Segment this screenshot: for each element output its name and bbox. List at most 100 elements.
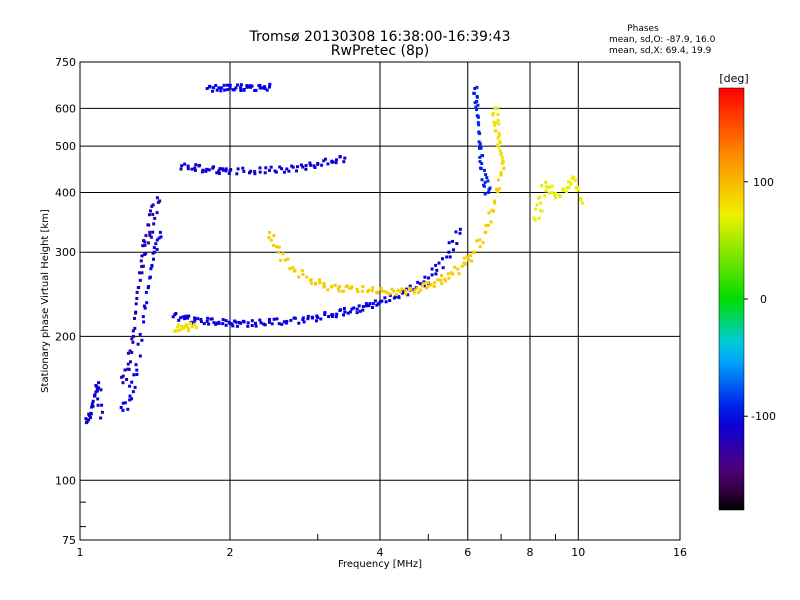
data-point <box>272 234 276 238</box>
data-point <box>497 122 501 126</box>
phase-box-x-line: mean, sd,X: 69.4, 19.9 <box>609 46 712 56</box>
data-point <box>565 185 569 189</box>
data-point <box>331 160 335 164</box>
data-point <box>375 303 379 307</box>
data-point <box>224 169 228 173</box>
data-point <box>263 171 267 175</box>
data-point <box>399 290 403 294</box>
data-point <box>212 86 216 90</box>
data-point <box>413 288 417 292</box>
data-point <box>217 86 221 90</box>
data-point <box>497 178 500 182</box>
data-point <box>309 163 313 167</box>
x-tick-label: 4 <box>377 546 384 559</box>
grid-lines <box>80 62 680 540</box>
data-point <box>222 83 226 87</box>
data-point <box>265 88 269 92</box>
data-point <box>408 284 412 288</box>
data-point <box>574 186 578 190</box>
data-point <box>460 264 464 268</box>
data-point <box>491 112 495 116</box>
data-point <box>440 282 444 286</box>
data-point <box>483 168 486 172</box>
data-point <box>258 318 262 322</box>
data-point <box>217 171 221 175</box>
data-point <box>378 300 382 304</box>
data-point <box>125 378 129 381</box>
data-point <box>326 162 330 166</box>
data-point <box>282 320 286 324</box>
data-point <box>367 304 371 308</box>
data-point <box>330 284 334 288</box>
data-point <box>422 284 426 288</box>
data-point <box>277 245 281 249</box>
data-point <box>342 307 346 310</box>
data-point <box>500 156 504 160</box>
data-point <box>487 223 490 227</box>
data-point <box>352 306 356 310</box>
data-point <box>484 230 488 234</box>
data-point <box>416 280 420 284</box>
data-point <box>350 285 354 289</box>
data-point <box>309 278 313 282</box>
data-point <box>380 299 384 303</box>
data-point <box>473 87 477 90</box>
data-point <box>540 184 544 188</box>
data-point <box>227 172 231 175</box>
data-point <box>479 146 483 150</box>
data-point <box>371 302 375 306</box>
data-point <box>416 291 420 294</box>
data-point <box>478 142 482 146</box>
data-point <box>475 114 479 118</box>
data-point <box>149 235 153 239</box>
data-point <box>370 289 374 293</box>
data-point <box>291 266 295 270</box>
data-point <box>494 129 498 133</box>
data-point <box>388 299 392 303</box>
colorbar-tick-label: 0 <box>760 293 767 306</box>
data-point <box>315 314 319 318</box>
data-point <box>175 329 179 333</box>
data-point <box>280 167 284 171</box>
data-point <box>234 320 238 324</box>
data-point <box>452 248 455 252</box>
data-point <box>581 201 585 205</box>
data-point <box>322 159 326 163</box>
data-point <box>371 306 374 309</box>
data-point <box>483 180 487 184</box>
data-point <box>235 324 239 328</box>
data-point <box>95 385 99 389</box>
data-point <box>190 167 194 171</box>
data-point <box>245 85 249 89</box>
data-point <box>151 230 155 234</box>
data-point <box>138 332 142 336</box>
data-point <box>483 192 487 196</box>
data-point <box>268 320 271 324</box>
data-point <box>283 258 287 262</box>
data-point <box>130 351 134 354</box>
data-point <box>186 167 190 171</box>
data-point <box>425 286 428 290</box>
data-point <box>502 167 505 171</box>
data-point <box>142 320 146 324</box>
y-tick-label: 750 <box>55 56 76 69</box>
data-point <box>193 316 197 320</box>
data-point <box>316 162 320 165</box>
data-point <box>449 271 453 275</box>
data-point <box>174 312 178 315</box>
data-point <box>470 259 474 263</box>
data-point <box>275 317 279 321</box>
data-point <box>155 238 159 242</box>
data-point <box>254 324 258 328</box>
data-point <box>385 291 389 295</box>
data-point <box>554 191 558 195</box>
data-point <box>571 175 575 179</box>
data-point <box>119 406 123 409</box>
data-point <box>189 321 192 325</box>
data-point <box>441 257 444 261</box>
axis-ticks: 1 2 4 6 8 10 16 75 100 200 300 400 500 600 750 <box>55 56 687 559</box>
data-point <box>236 83 240 87</box>
data-point <box>223 88 227 92</box>
data-point <box>135 297 139 300</box>
